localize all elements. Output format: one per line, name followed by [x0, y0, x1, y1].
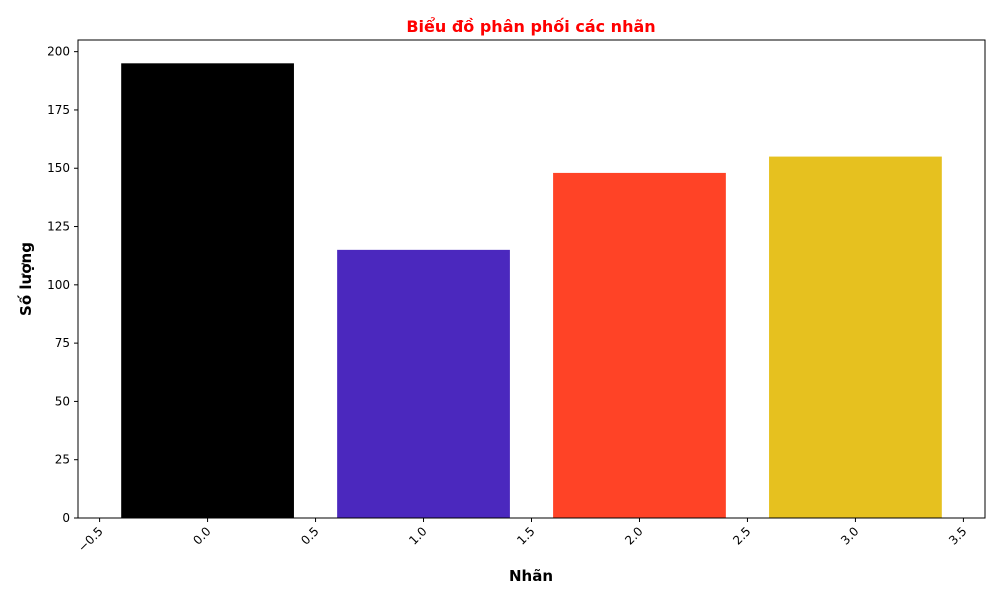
chart-title: Biểu đồ phân phối các nhãn: [406, 17, 655, 36]
x-tick-label: 3.5: [946, 524, 969, 547]
x-axis-title: Nhãn: [509, 567, 553, 585]
y-axis-title: Số lượng: [16, 242, 35, 316]
x-tick-label: 0.0: [190, 524, 213, 547]
x-tick-label: 3.0: [838, 524, 861, 547]
bar-label-1: [337, 249, 510, 519]
bar-label-3: [769, 156, 942, 518]
bars-layer: [121, 63, 942, 519]
x-tick-label: 2.5: [730, 524, 753, 547]
y-tick-label: 25: [55, 453, 70, 467]
bar-label-2: [553, 172, 726, 518]
y-tick-label: 0: [62, 511, 70, 525]
y-tick-label: 175: [47, 103, 70, 117]
x-tick-label: 2.0: [622, 524, 645, 547]
x-axis: −0.5 0.0 0.5 1.0 1.5 2.0 2.5 3.0 3.5: [75, 518, 970, 555]
y-tick-label: 50: [55, 394, 70, 408]
y-tick-label: 200: [47, 45, 70, 59]
y-tick-label: 75: [55, 336, 70, 350]
y-tick-label: 125: [47, 220, 70, 234]
y-tick-label: 150: [47, 161, 70, 175]
y-axis: 0 25 50 75 100 125 150 175 200: [47, 45, 78, 525]
y-tick-label: 100: [47, 278, 70, 292]
bar-label-0: [121, 63, 294, 518]
x-tick-label: 1.5: [514, 524, 537, 547]
x-tick-label: 0.5: [298, 524, 321, 547]
x-tick-label: −0.5: [75, 524, 106, 555]
x-tick-label: 1.0: [406, 524, 429, 547]
